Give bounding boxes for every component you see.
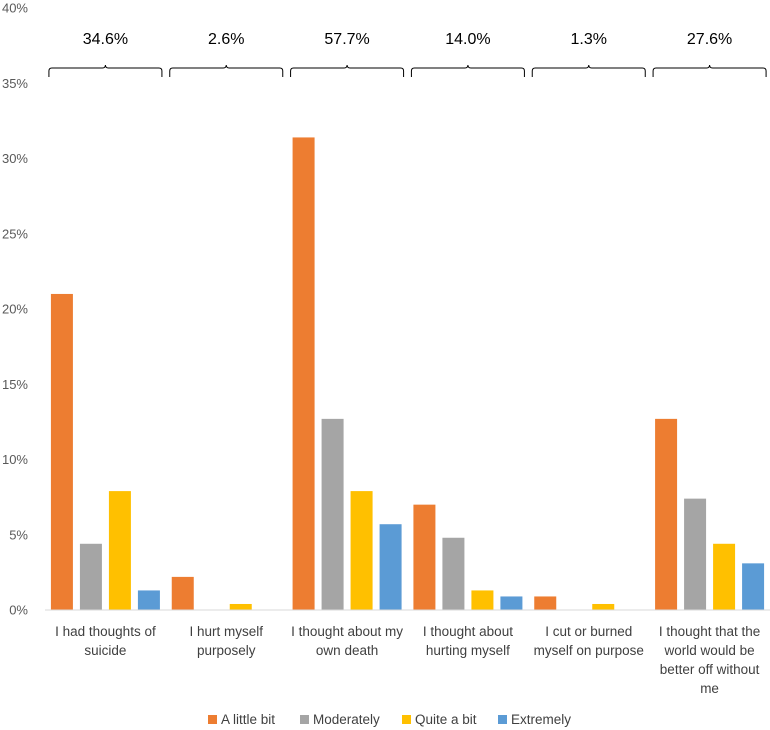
bar-moderately	[321, 418, 344, 610]
x-category-line: better off without	[660, 662, 760, 677]
x-category-label: I had thoughts of suicide	[55, 624, 156, 658]
x-category-line: hurting myself	[426, 643, 510, 658]
y-tick-label: 10%	[2, 452, 28, 467]
y-tick-label: 15%	[2, 377, 28, 392]
total-bracket	[48, 64, 163, 77]
legend: A little bit Moderately Quite a bit Extreme…	[208, 712, 571, 727]
bar-quite-a-bit	[229, 603, 252, 610]
total-bracket	[290, 64, 405, 77]
bar-extremely	[500, 596, 523, 610]
bar-a-little-bit	[171, 576, 194, 610]
total-label: 2.6%	[208, 31, 244, 48]
total-label: 27.6%	[687, 31, 732, 48]
x-category-label: I thought about my own death	[291, 624, 403, 658]
bars	[50, 137, 765, 610]
x-category-line: me	[700, 681, 719, 696]
bar-a-little-bit	[413, 504, 436, 610]
total-label: 57.7%	[324, 31, 369, 48]
bar-a-little-bit	[655, 418, 678, 610]
legend-swatch	[208, 715, 217, 724]
bar-extremely	[742, 563, 765, 610]
legend-swatch	[498, 715, 507, 724]
total-label: 34.6%	[83, 31, 128, 48]
legend-swatch	[300, 715, 309, 724]
bar-moderately	[79, 543, 102, 610]
bar-extremely	[137, 590, 160, 610]
total-bracket	[652, 64, 767, 77]
bar-quite-a-bit	[592, 603, 615, 610]
y-tick-label: 30%	[2, 151, 28, 166]
bar-quite-a-bit	[108, 491, 131, 610]
bar-quite-a-bit	[471, 590, 494, 610]
y-tick-label: 35%	[2, 76, 28, 91]
legend-label: Quite a bit	[415, 712, 477, 727]
x-axis: I had thoughts of suicide I hurt myself pur…	[55, 624, 760, 696]
bar-moderately	[442, 537, 465, 610]
x-category-label: I thought that the world would be better o…	[659, 624, 760, 696]
x-category-line: I hurt myself	[189, 624, 263, 639]
x-category-line: I thought that the	[659, 624, 760, 639]
bar-quite-a-bit	[350, 491, 373, 610]
x-category-label: I cut or burned myself on purpose	[534, 624, 644, 658]
bar-quite-a-bit	[713, 543, 736, 610]
total-brackets: 34.6% 2.6% 57.7% 14.0% 1.3% 27.6%	[48, 31, 767, 77]
y-tick-label: 20%	[2, 302, 28, 317]
x-category-line: myself on purpose	[534, 643, 644, 658]
legend-label: Moderately	[313, 712, 380, 727]
y-tick-label: 25%	[2, 226, 28, 241]
x-category-line: I thought about my	[291, 624, 403, 639]
y-tick-label: 0%	[9, 603, 28, 618]
total-bracket	[410, 64, 525, 77]
x-category-label: I thought about hurting myself	[423, 624, 513, 658]
x-category-line: I had thoughts of	[55, 624, 156, 639]
y-tick-label: 40%	[2, 1, 28, 16]
x-category-line: suicide	[84, 643, 126, 658]
x-category-label: I hurt myself purposely	[189, 624, 263, 658]
bar-extremely	[379, 524, 402, 610]
y-tick-label: 5%	[9, 527, 28, 542]
total-label: 14.0%	[445, 31, 490, 48]
total-bracket	[169, 64, 284, 77]
legend-label: A little bit	[221, 712, 275, 727]
x-category-line: world would be	[664, 643, 755, 658]
x-category-line: I thought about	[423, 624, 513, 639]
x-category-line: own death	[316, 643, 378, 658]
bar-moderately	[684, 498, 707, 610]
total-label: 1.3%	[571, 31, 607, 48]
x-category-line: purposely	[197, 643, 256, 658]
y-axis: 0% 5% 10% 15% 20% 25% 30% 35% 40%	[2, 1, 28, 618]
x-category-line: I cut or burned	[545, 624, 632, 639]
legend-label: Extremely	[511, 712, 571, 727]
legend-swatch	[402, 715, 411, 724]
bar-a-little-bit	[292, 137, 315, 610]
total-bracket	[531, 64, 646, 77]
bar-a-little-bit	[50, 293, 73, 610]
bar-a-little-bit	[534, 596, 557, 610]
